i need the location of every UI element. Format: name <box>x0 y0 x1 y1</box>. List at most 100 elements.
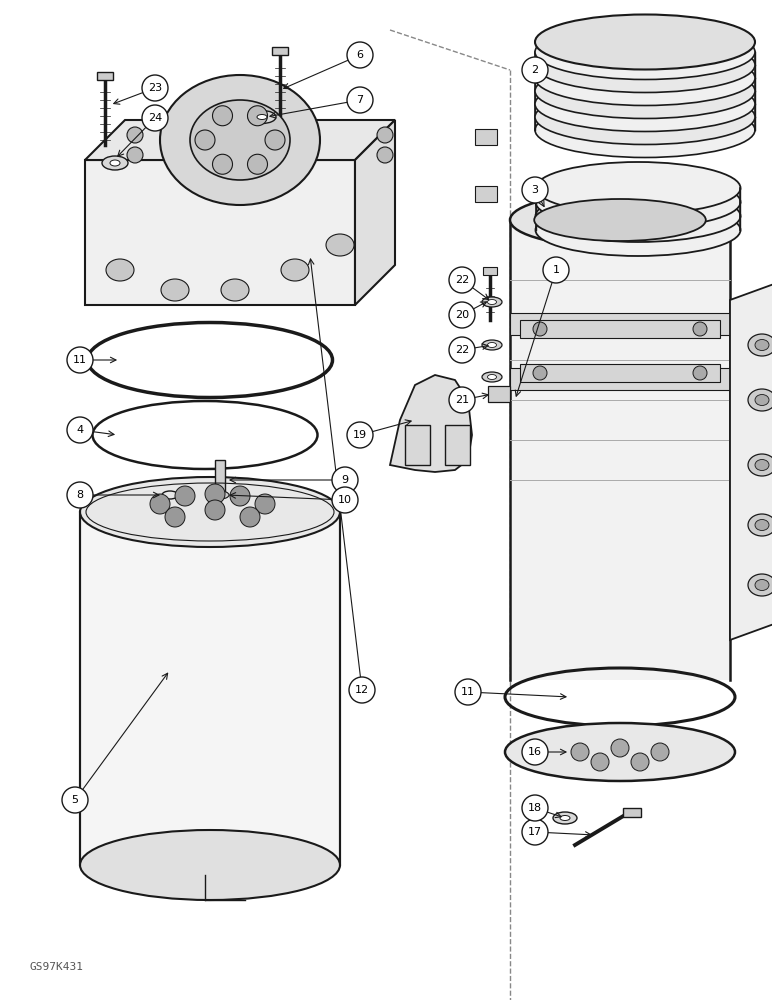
Ellipse shape <box>535 77 755 131</box>
Ellipse shape <box>482 297 502 307</box>
Ellipse shape <box>755 580 769 590</box>
Circle shape <box>611 739 629 757</box>
Ellipse shape <box>535 14 755 70</box>
Circle shape <box>67 347 93 373</box>
Ellipse shape <box>534 199 706 241</box>
Bar <box>483 267 497 275</box>
Text: 3: 3 <box>531 185 539 195</box>
Circle shape <box>533 322 547 336</box>
Text: 9: 9 <box>341 475 349 485</box>
Circle shape <box>165 507 185 527</box>
Ellipse shape <box>487 374 496 379</box>
Text: 22: 22 <box>455 275 469 285</box>
Circle shape <box>62 787 88 813</box>
Circle shape <box>651 743 669 761</box>
Ellipse shape <box>748 334 772 356</box>
Ellipse shape <box>535 103 755 157</box>
Text: 24: 24 <box>148 113 162 123</box>
Ellipse shape <box>505 723 735 781</box>
Bar <box>475 129 497 145</box>
Text: 8: 8 <box>76 490 83 500</box>
Ellipse shape <box>257 114 267 119</box>
Circle shape <box>150 494 170 514</box>
Bar <box>520 364 720 382</box>
Ellipse shape <box>161 279 189 301</box>
Ellipse shape <box>160 75 320 205</box>
Circle shape <box>377 127 393 143</box>
Circle shape <box>591 753 609 771</box>
Polygon shape <box>85 160 355 305</box>
Text: 19: 19 <box>353 430 367 440</box>
Polygon shape <box>85 120 395 160</box>
Bar <box>272 47 288 55</box>
Circle shape <box>248 154 268 174</box>
Text: 16: 16 <box>528 747 542 757</box>
Ellipse shape <box>536 162 740 214</box>
Circle shape <box>533 366 547 380</box>
Ellipse shape <box>536 190 740 242</box>
Circle shape <box>175 486 195 506</box>
Ellipse shape <box>755 340 769 351</box>
Ellipse shape <box>748 574 772 596</box>
Text: 22: 22 <box>455 345 469 355</box>
Circle shape <box>205 484 225 504</box>
Circle shape <box>347 422 373 448</box>
Text: 11: 11 <box>461 687 475 697</box>
Ellipse shape <box>281 259 309 281</box>
Ellipse shape <box>190 100 290 180</box>
Circle shape <box>522 739 548 765</box>
Ellipse shape <box>755 520 769 530</box>
Ellipse shape <box>748 454 772 476</box>
Circle shape <box>455 679 481 705</box>
Bar <box>510 313 730 335</box>
Text: 2: 2 <box>531 65 539 75</box>
Circle shape <box>571 743 589 761</box>
Circle shape <box>693 366 707 380</box>
Circle shape <box>240 507 260 527</box>
Ellipse shape <box>755 460 769 471</box>
Circle shape <box>265 130 285 150</box>
Circle shape <box>212 106 232 126</box>
Ellipse shape <box>535 90 755 144</box>
Ellipse shape <box>80 477 340 547</box>
Polygon shape <box>730 280 772 640</box>
Polygon shape <box>390 375 472 472</box>
Ellipse shape <box>211 491 229 499</box>
Circle shape <box>142 75 168 101</box>
Circle shape <box>248 106 268 126</box>
Circle shape <box>522 795 548 821</box>
Circle shape <box>212 154 232 174</box>
Ellipse shape <box>80 830 340 900</box>
Ellipse shape <box>510 192 730 247</box>
Ellipse shape <box>536 176 740 228</box>
Ellipse shape <box>482 340 502 350</box>
Ellipse shape <box>536 204 740 256</box>
Circle shape <box>449 267 475 293</box>
Text: 12: 12 <box>355 685 369 695</box>
Circle shape <box>449 387 475 413</box>
Ellipse shape <box>482 372 502 382</box>
Bar <box>215 460 225 492</box>
Circle shape <box>67 417 93 443</box>
Circle shape <box>377 147 393 163</box>
Ellipse shape <box>487 342 496 348</box>
Bar <box>488 386 510 402</box>
Polygon shape <box>405 425 430 465</box>
Text: 4: 4 <box>76 425 83 435</box>
Bar <box>97 72 113 80</box>
Text: 5: 5 <box>72 795 79 805</box>
Ellipse shape <box>560 816 570 820</box>
Circle shape <box>693 322 707 336</box>
Text: 20: 20 <box>455 310 469 320</box>
Circle shape <box>347 87 373 113</box>
Circle shape <box>332 487 358 513</box>
Polygon shape <box>355 120 395 305</box>
Ellipse shape <box>755 394 769 406</box>
Circle shape <box>195 130 215 150</box>
Text: 21: 21 <box>455 395 469 405</box>
Circle shape <box>522 57 548 83</box>
Circle shape <box>127 147 143 163</box>
Circle shape <box>127 127 143 143</box>
Text: 18: 18 <box>528 803 542 813</box>
Ellipse shape <box>326 234 354 256</box>
